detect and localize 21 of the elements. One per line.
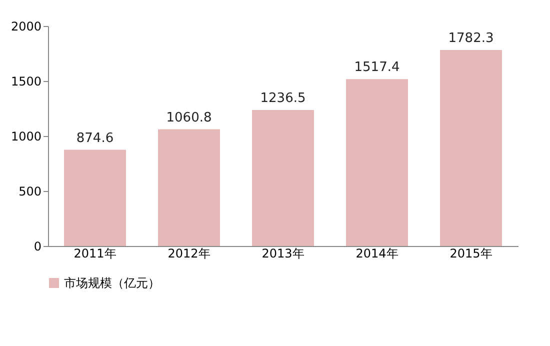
bar [158, 129, 220, 246]
y-tick-label: 2000 [10, 20, 42, 34]
data-label: 1060.8 [166, 110, 212, 126]
bar [252, 110, 314, 246]
data-label: 874.6 [76, 130, 114, 146]
bar [64, 150, 126, 246]
bar [346, 79, 408, 246]
data-label: 1782.3 [448, 30, 494, 46]
bar [440, 50, 502, 246]
x-tick-label: 2012年 [168, 246, 210, 260]
x-tick-label: 2015年 [450, 246, 492, 260]
data-label: 1236.5 [260, 90, 306, 106]
y-tick-label: 500 [18, 184, 42, 198]
x-tick-label: 2014年 [356, 246, 398, 260]
legend-label: 市场规模（亿元） [64, 276, 160, 290]
y-tick-label: 1000 [10, 130, 42, 144]
data-label: 1517.4 [354, 60, 400, 76]
y-tick-label: 0 [34, 240, 42, 254]
y-tick-label: 1500 [10, 74, 42, 88]
x-tick-label: 2013年 [262, 246, 304, 260]
x-tick-label: 2011年 [74, 246, 116, 260]
